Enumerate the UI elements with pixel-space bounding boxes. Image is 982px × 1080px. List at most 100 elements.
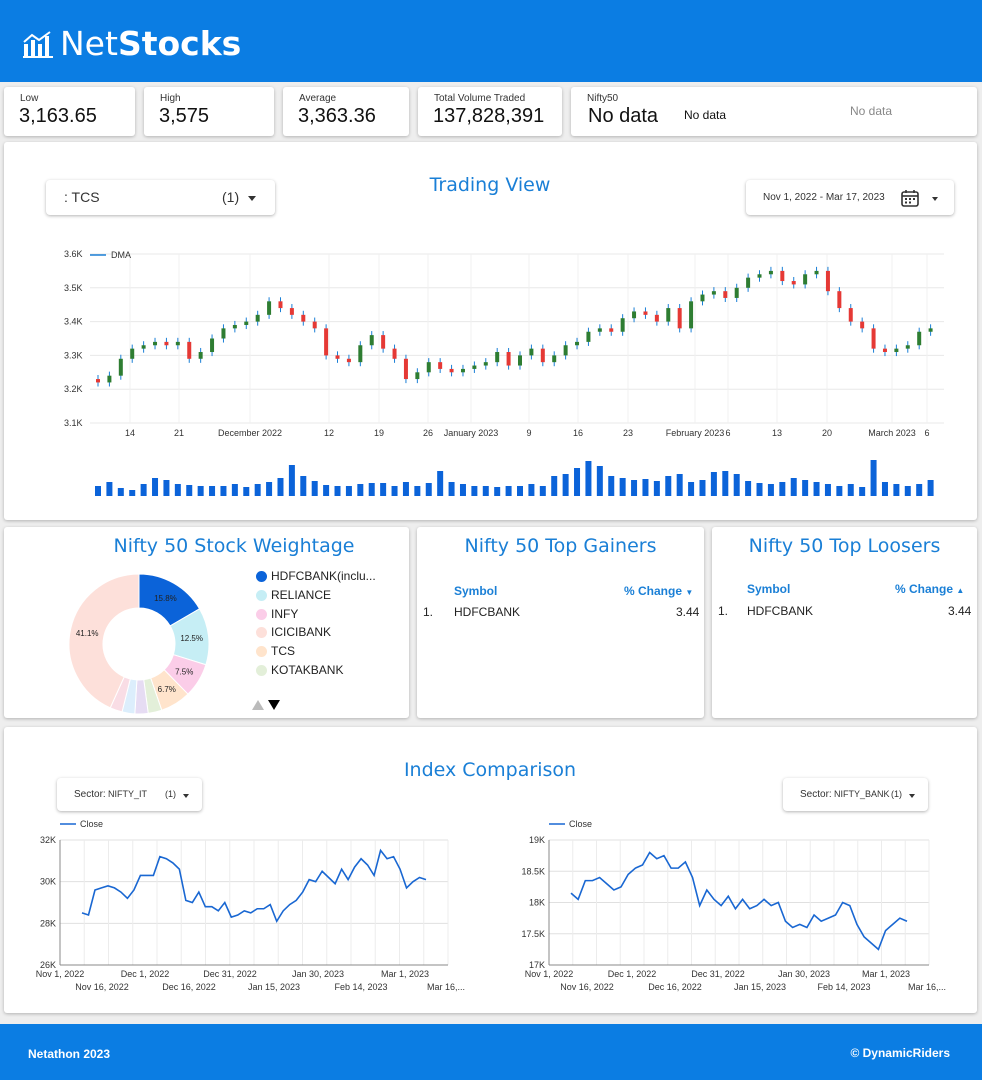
volume-bar xyxy=(106,482,113,496)
candle-body xyxy=(495,352,500,363)
candle-body xyxy=(540,348,545,363)
x-tick-label: December 2022 xyxy=(218,428,282,438)
x-tick-label: 20 xyxy=(822,428,832,438)
footer-copyright: © DynamicRiders xyxy=(850,1046,950,1060)
candle-body xyxy=(324,328,329,356)
volume-bar xyxy=(186,485,193,496)
volume-bar xyxy=(494,487,501,496)
date-range-select[interactable]: Nov 1, 2022 - Mar 17, 2023 xyxy=(746,180,954,215)
x-tick-label: Dec 1, 2022 xyxy=(608,969,657,979)
legend-item-kotakbank[interactable]: KOTAKBANK xyxy=(256,663,343,677)
volume-bar xyxy=(505,486,512,496)
legend-item-reliance[interactable]: RELIANCE xyxy=(256,588,331,602)
candle-body xyxy=(620,318,625,332)
volume-bar xyxy=(254,484,261,496)
x-tick-label: Mar 16,... xyxy=(427,982,465,992)
x-tick-label: Dec 1, 2022 xyxy=(121,969,170,979)
donut-slice-label: 12.5% xyxy=(180,634,203,643)
legend-page-up-icon[interactable] xyxy=(252,700,264,710)
candle-body xyxy=(346,358,351,363)
losers-col-symbol[interactable]: Symbol xyxy=(747,582,791,596)
top-gainers-card: Nifty 50 Top Gainers Symbol % Change ▼ 1… xyxy=(417,527,704,718)
donut-slice-label: 7.5% xyxy=(175,668,193,677)
candle-body xyxy=(369,335,374,346)
gainers-col-symbol[interactable]: Symbol xyxy=(454,584,498,598)
candle-body xyxy=(392,348,397,359)
x-tick-label: Jan 15, 2023 xyxy=(734,982,786,992)
volume-bar xyxy=(870,460,877,496)
kpi-volume-value: 137,828,391 xyxy=(433,105,545,127)
candle-body xyxy=(563,345,568,356)
legend-item-hdfcbank[interactable]: HDFCBANK(inclu... xyxy=(256,569,376,583)
weightage-donut-chart: 15.8% 12.5% 7.5% 6.7% 41.1% xyxy=(68,573,210,715)
candle-body xyxy=(757,274,762,278)
volume-bar xyxy=(129,490,136,496)
date-range-value: Nov 1, 2022 - Mar 17, 2023 xyxy=(763,192,885,203)
losers-title: Nifty 50 Top Loosers xyxy=(748,535,941,557)
candle-body xyxy=(837,291,842,309)
candle-body xyxy=(210,338,215,353)
kpi-high-value: 3,575 xyxy=(159,105,210,127)
x-tick-label: 23 xyxy=(623,428,633,438)
gainers-col-change[interactable]: % Change ▼ xyxy=(624,584,694,598)
y-tick-label: 32K xyxy=(40,835,56,845)
x-tick-label: 26 xyxy=(423,428,433,438)
volume-bar xyxy=(847,484,854,496)
gainers-row-num: 1. xyxy=(423,605,434,619)
candle-body xyxy=(711,291,716,295)
legend-item-infy[interactable]: INFY xyxy=(256,607,298,621)
stock-select[interactable]: : TCS (1) xyxy=(46,180,275,215)
volume-bar xyxy=(676,474,683,496)
volume-bar xyxy=(699,480,706,496)
candle-body xyxy=(746,277,751,288)
close-legend-label: Close xyxy=(80,819,103,829)
volume-bar xyxy=(539,486,546,496)
losers-col-change[interactable]: % Change ▲ xyxy=(895,582,965,596)
chevron-down-icon xyxy=(248,196,256,201)
candle-body xyxy=(96,379,100,383)
volume-bar xyxy=(482,486,489,496)
y-tick-label: 3.3K xyxy=(64,350,83,360)
y-tick-label: 28K xyxy=(40,918,56,928)
candle-body xyxy=(894,348,899,353)
candle-body xyxy=(825,270,830,292)
close-series-line xyxy=(81,848,427,924)
candle-body xyxy=(278,301,283,309)
y-tick-label: 17K xyxy=(529,960,545,970)
candle-body xyxy=(255,314,260,322)
index-comparison-title: Index Comparison xyxy=(403,759,577,781)
candle-body xyxy=(552,355,557,363)
volume-bar xyxy=(665,476,672,496)
candle-body xyxy=(438,362,443,369)
x-tick-label: 14 xyxy=(125,428,135,438)
x-tick-label: 16 xyxy=(573,428,583,438)
kpi-high-label: High xyxy=(160,93,181,104)
x-tick-label: March 2023 xyxy=(868,428,916,438)
candle-body xyxy=(381,335,386,349)
donut-slice[interactable] xyxy=(68,573,140,709)
kpi-nifty50-card: Nifty50 No data No data No data xyxy=(571,87,977,136)
candle-body xyxy=(130,348,135,359)
y-tick-label: 17.5K xyxy=(521,929,545,939)
legend-page-down-icon[interactable] xyxy=(268,700,280,710)
volume-bar xyxy=(140,484,147,496)
trading-view-card: Trading View : TCS (1) Nov 1, 2022 - Mar… xyxy=(4,142,977,520)
volume-bar xyxy=(380,483,387,496)
volume-bar xyxy=(619,478,626,496)
candle-body xyxy=(917,331,922,346)
candle-body xyxy=(107,375,112,383)
volume-bar xyxy=(437,471,444,496)
sector-right-select[interactable]: Sector: NIFTY_BANK (1) xyxy=(783,778,928,811)
candle-body xyxy=(403,358,408,380)
candle-body xyxy=(141,345,146,349)
candle-body xyxy=(244,321,249,325)
legend-item-icicibank[interactable]: ICICIBANK xyxy=(256,625,331,639)
y-tick-label: 3.4K xyxy=(64,317,83,327)
volume-bar xyxy=(881,482,888,496)
candle-body xyxy=(289,308,294,315)
legend-item-tcs[interactable]: TCS xyxy=(256,644,295,658)
volume-bar xyxy=(916,484,923,496)
sector-left-select[interactable]: Sector: NIFTY_IT (1) xyxy=(57,778,202,811)
y-tick-label: 26K xyxy=(40,960,56,970)
volume-bar xyxy=(653,481,660,496)
